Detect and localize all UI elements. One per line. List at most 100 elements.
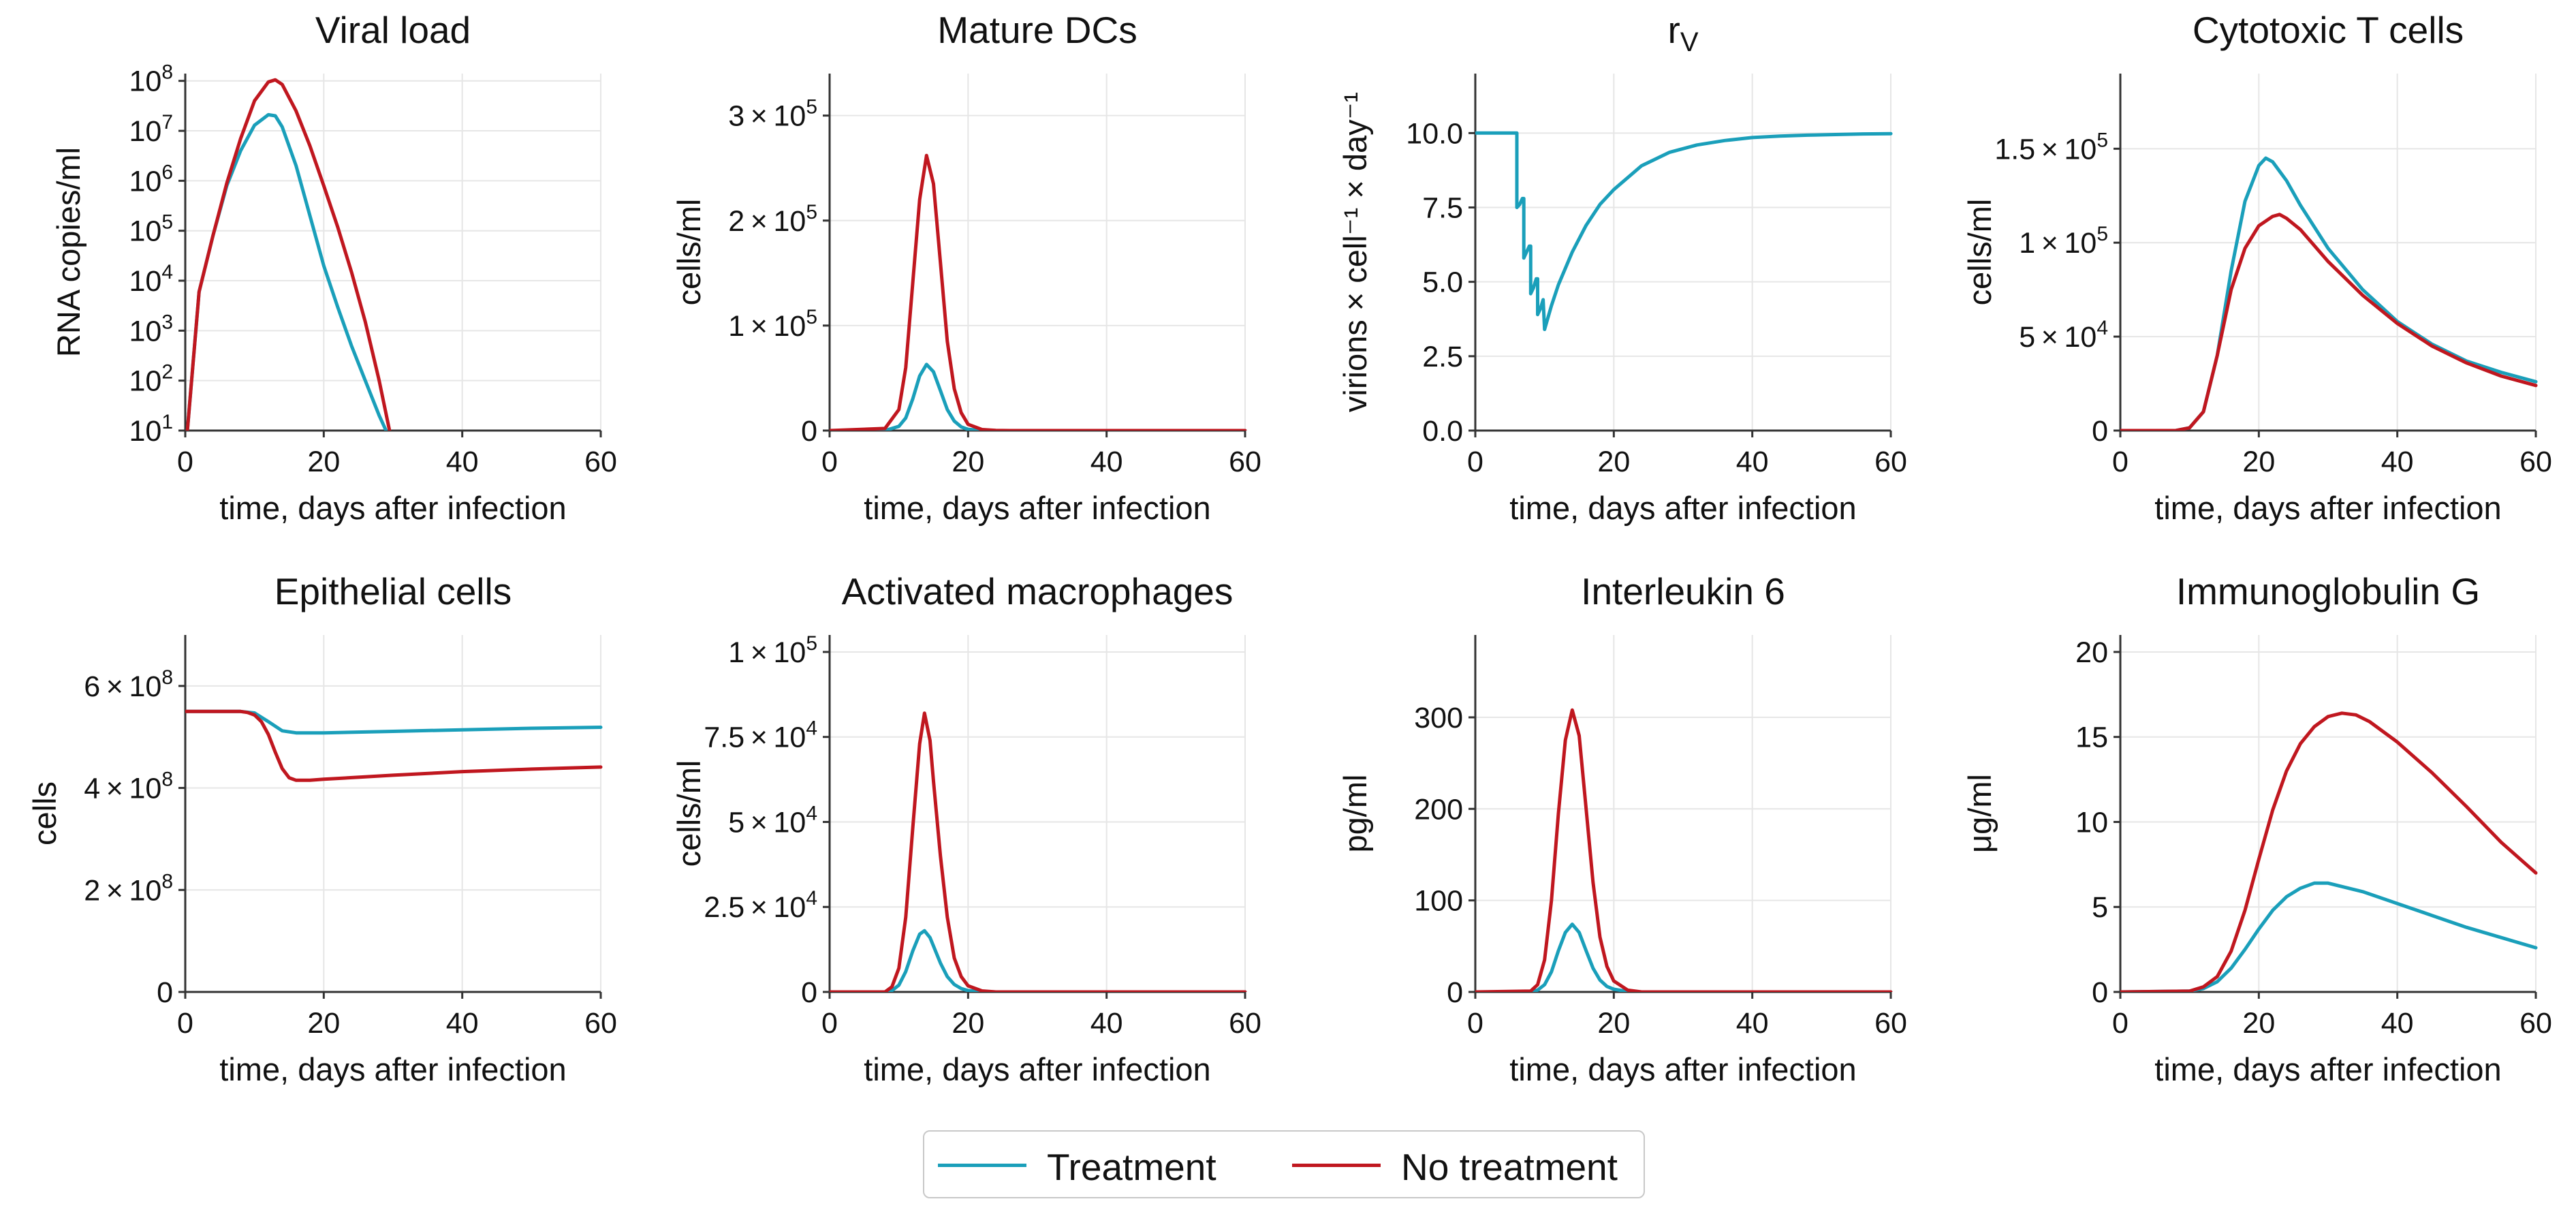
legend: Treatment No treatment [923, 1130, 1645, 1198]
y-tick-label: 5 [2092, 891, 2108, 924]
x-tick-label: 20 [2242, 446, 2275, 478]
y-tick-label: 2.5 × 104 [704, 887, 817, 924]
x-tick-label: 0 [821, 1007, 838, 1040]
series-line-no-treatment [830, 711, 1247, 992]
series-line-no-treatment [185, 709, 603, 782]
y-tick-label: 5 × 104 [2019, 317, 2108, 354]
x-axis-label: time, days after infection [2154, 490, 2501, 526]
x-tick-label: 20 [952, 446, 984, 478]
y-axis-label: cells/ml [671, 199, 707, 306]
y-tick-label: 2.5 [1422, 341, 1463, 373]
x-tick-label: 20 [307, 1007, 340, 1040]
x-axis-label: time, days after infection [1509, 490, 1856, 526]
x-tick-label: 40 [1090, 1007, 1123, 1040]
y-tick-label: 0 [2092, 976, 2108, 1009]
y-tick-label: 0 [801, 415, 817, 448]
series-line-treatment [1475, 131, 1893, 331]
x-tick-label: 60 [584, 1007, 617, 1040]
y-tick-label: 100 [1414, 885, 1463, 918]
chart-title: Immunoglobulin G [2176, 570, 2480, 612]
chart-r-v: 0 20 40 60 0.0 2.5 5.0 7.5 10.0 rV time, days afte… [1337, 9, 1907, 526]
x-axis-label: time, days after infection [864, 490, 1210, 526]
y-tick-label: 0 [157, 976, 173, 1009]
series-line-treatment [830, 929, 1247, 992]
x-tick-label: 0 [1467, 1007, 1483, 1040]
series-line-no-treatment [2120, 711, 2538, 992]
y-tick-label: 104 [129, 261, 173, 298]
y-tick-label: 4 × 108 [84, 768, 173, 805]
y-tick-label: 10.0 [1406, 117, 1463, 150]
chart-interleukin-6: 0 20 40 60 0 100 200 300 Interleukin 6 time, days… [1337, 570, 1907, 1087]
x-tick-label: 0 [177, 1007, 193, 1040]
y-tick-label: 0 [801, 976, 817, 1009]
x-tick-label: 60 [2519, 446, 2552, 478]
y-tick-label: 15 [2075, 721, 2108, 754]
x-tick-label: 60 [1874, 1007, 1907, 1040]
y-tick-label: 106 [129, 161, 173, 198]
chart-title: Mature DCs [937, 9, 1137, 51]
x-tick-label: 40 [1736, 446, 1769, 478]
y-tick-label: 0 [1447, 976, 1463, 1009]
x-tick-label: 20 [1597, 446, 1630, 478]
legend-no-treatment-label: No treatment [1401, 1146, 1618, 1188]
y-tick-label: 10 [2075, 806, 2108, 839]
legend-treatment-label: Treatment [1047, 1146, 1216, 1188]
chart-cytotoxic-t: 0 20 40 60 0 5 × 104 1 × 105 1.5 × 105 Cytotoxic… [1962, 9, 2552, 526]
y-tick-label: 7.5 × 104 [704, 717, 817, 754]
y-tick-label: 7.5 [1422, 192, 1463, 225]
series-line-no-treatment [830, 153, 1247, 431]
series-line-treatment [1475, 922, 1893, 992]
y-tick-label: 108 [129, 61, 173, 98]
x-tick-label: 60 [1229, 446, 1261, 478]
y-tick-label: 107 [129, 111, 173, 148]
y-tick-label: 1 × 105 [728, 306, 817, 343]
x-axis-label: time, days after infection [219, 1051, 566, 1087]
y-tick-label: 103 [129, 311, 173, 347]
y-tick-label: 300 [1414, 702, 1463, 734]
y-tick-label: 102 [129, 361, 173, 398]
x-tick-label: 20 [1597, 1007, 1630, 1040]
y-tick-label: 105 [129, 211, 173, 248]
legend-treatment-swatch [938, 1164, 1026, 1167]
series-line-no-treatment [185, 78, 392, 431]
x-tick-label: 0 [177, 446, 193, 478]
y-tick-label: 0.0 [1422, 415, 1463, 448]
chart-title: rV [1667, 9, 1698, 57]
x-tick-label: 40 [2381, 446, 2414, 478]
x-tick-label: 40 [2381, 1007, 2414, 1040]
y-tick-label: 0 [2092, 415, 2108, 448]
x-tick-label: 0 [2112, 1007, 2129, 1040]
x-axis-label: time, days after infection [1509, 1051, 1856, 1087]
chart-title: Interleukin 6 [1581, 570, 1785, 612]
y-tick-label: 101 [129, 411, 173, 448]
y-axis-label: μg/ml [1962, 774, 1998, 853]
x-tick-label: 0 [2112, 446, 2129, 478]
series-line-treatment [2120, 156, 2538, 431]
x-tick-label: 40 [446, 1007, 479, 1040]
y-axis-label: cells/ml [671, 760, 707, 867]
y-tick-label: 5 × 104 [728, 802, 817, 839]
series-line-treatment [185, 112, 388, 431]
y-tick-label: 1 × 105 [2019, 223, 2108, 260]
x-tick-label: 60 [2519, 1007, 2552, 1040]
x-tick-label: 60 [584, 446, 617, 478]
x-axis-label: time, days after infection [219, 490, 566, 526]
chart-mature-dcs: 0 20 40 60 0 1 × 105 2 × 105 3 × 105 Mature DCs t… [671, 9, 1261, 526]
chart-epithelial: 0 20 40 60 0 2 × 108 4 × 108 6 × 108 Epithelial … [27, 570, 617, 1087]
x-tick-label: 40 [1736, 1007, 1769, 1040]
y-tick-label: 200 [1414, 793, 1463, 826]
chart-viral-load: 0 20 40 60 101 102 103 104 105 106 107 108 Viral loa… [50, 9, 617, 526]
chart-title: Cytotoxic T cells [2193, 9, 2464, 51]
x-tick-label: 60 [1229, 1007, 1261, 1040]
y-tick-label: 6 × 108 [84, 666, 173, 703]
x-axis-label: time, days after infection [864, 1051, 1210, 1087]
y-tick-label: 5.0 [1422, 266, 1463, 299]
y-axis-label: virions × cell⁻¹ × day⁻¹ [1337, 92, 1373, 412]
x-tick-label: 40 [1090, 446, 1123, 478]
series-line-treatment [185, 709, 603, 735]
x-tick-label: 20 [952, 1007, 984, 1040]
y-axis-label: cells [27, 781, 63, 845]
y-axis-label: cells/ml [1962, 199, 1998, 306]
legend-no-treatment-swatch [1292, 1164, 1381, 1167]
